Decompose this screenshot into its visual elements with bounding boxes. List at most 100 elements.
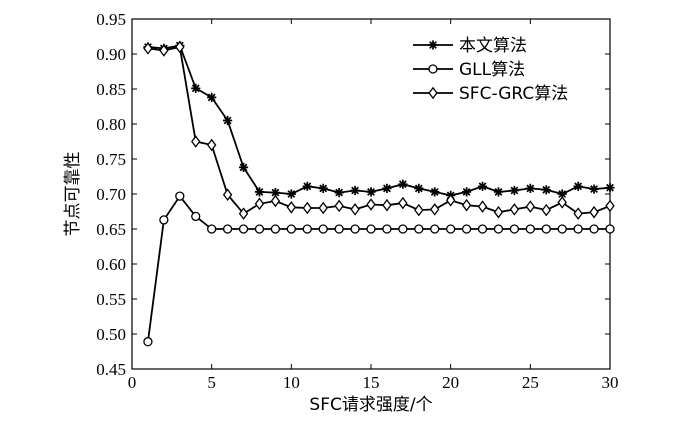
data-point	[462, 187, 472, 197]
data-point	[382, 198, 392, 212]
y-tick-label: 0.75	[96, 150, 126, 169]
data-point	[238, 224, 249, 234]
data-point	[143, 337, 153, 347]
y-tick-label: 0.60	[96, 255, 126, 274]
series-line	[147, 44, 611, 197]
data-point	[191, 83, 201, 93]
data-point	[446, 224, 456, 234]
data-point	[223, 115, 233, 126]
legend-marker	[428, 64, 438, 74]
data-point	[206, 138, 217, 152]
legend-label: 本文算法	[459, 36, 527, 56]
x-tick-label: 15	[363, 373, 380, 392]
data-point	[398, 179, 408, 189]
y-tick-label: 0.70	[96, 185, 126, 204]
data-point	[366, 198, 376, 211]
data-point	[430, 203, 440, 216]
data-point	[302, 224, 312, 234]
x-tick-label: 20	[442, 373, 459, 392]
data-point	[238, 162, 249, 172]
data-point	[461, 198, 472, 212]
x-tick-label: 10	[283, 373, 300, 392]
data-point	[270, 194, 281, 208]
data-point	[286, 201, 297, 214]
legend-item: GLL算法	[413, 60, 525, 80]
y-tick-label: 0.65	[96, 220, 126, 239]
data-point	[207, 224, 217, 234]
data-point	[445, 194, 456, 207]
legend-marker	[428, 40, 438, 50]
data-point	[414, 203, 424, 217]
data-point	[557, 224, 567, 234]
data-point	[350, 224, 360, 234]
data-point	[477, 181, 488, 191]
legend-label: SFC-GRC算法	[459, 84, 568, 104]
data-point	[238, 207, 249, 220]
data-point	[541, 185, 551, 195]
data-point	[573, 207, 583, 220]
y-tick-label: 0.95	[96, 10, 126, 29]
series-line	[147, 194, 610, 342]
data-point	[302, 201, 312, 215]
data-point	[605, 199, 615, 213]
y-tick-label: 0.85	[96, 80, 126, 99]
data-point	[541, 224, 551, 234]
x-axis-title: SFC请求强度/个	[309, 395, 432, 415]
data-point	[557, 196, 567, 209]
data-point	[254, 197, 265, 211]
data-point	[525, 183, 535, 193]
legend: 本文算法 GLL算法 SFC-GRC算法	[413, 36, 568, 104]
y-tick-label: 0.55	[96, 290, 126, 309]
data-point	[493, 224, 504, 234]
data-point	[493, 187, 504, 197]
data-point	[254, 187, 265, 197]
data-point	[398, 196, 408, 210]
data-point	[270, 188, 280, 198]
y-axis-title: 节点可靠性	[63, 152, 83, 237]
data-point	[175, 40, 185, 54]
series-2	[143, 191, 615, 347]
data-point	[286, 224, 296, 234]
data-point	[350, 203, 360, 216]
data-point	[191, 211, 201, 222]
data-point	[159, 215, 169, 225]
data-point	[509, 224, 520, 234]
data-point	[286, 189, 296, 199]
data-point	[509, 185, 519, 196]
legend-marker	[428, 86, 438, 100]
x-tick-label: 5	[207, 373, 216, 392]
data-point	[302, 181, 312, 191]
data-point	[461, 224, 472, 234]
legend-item: 本文算法	[413, 36, 527, 56]
data-point	[430, 224, 440, 234]
data-point	[589, 224, 599, 234]
data-point	[605, 183, 615, 193]
series-1	[143, 41, 615, 200]
y-tick-label: 0.80	[96, 115, 126, 134]
data-point	[589, 205, 599, 219]
x-tick-label: 30	[602, 373, 619, 392]
data-point	[541, 203, 551, 217]
data-point	[318, 183, 328, 193]
data-point	[270, 224, 281, 234]
data-point	[334, 224, 344, 234]
data-point	[350, 185, 360, 196]
data-point	[493, 205, 504, 219]
data-point	[414, 183, 424, 193]
data-point	[382, 183, 392, 193]
y-tick-label: 0.45	[96, 360, 126, 379]
data-point	[175, 191, 185, 201]
series-group	[143, 40, 615, 347]
y-tick-label: 0.90	[96, 45, 126, 64]
legend-item: SFC-GRC算法	[413, 84, 568, 104]
data-point	[430, 187, 440, 197]
data-point	[573, 181, 583, 191]
data-point	[573, 224, 583, 234]
data-point	[525, 200, 536, 213]
data-point	[414, 224, 424, 234]
data-point	[525, 224, 535, 234]
data-point	[557, 189, 567, 199]
legend-label: GLL算法	[459, 60, 525, 80]
data-point	[477, 200, 488, 213]
series-3	[143, 40, 615, 220]
